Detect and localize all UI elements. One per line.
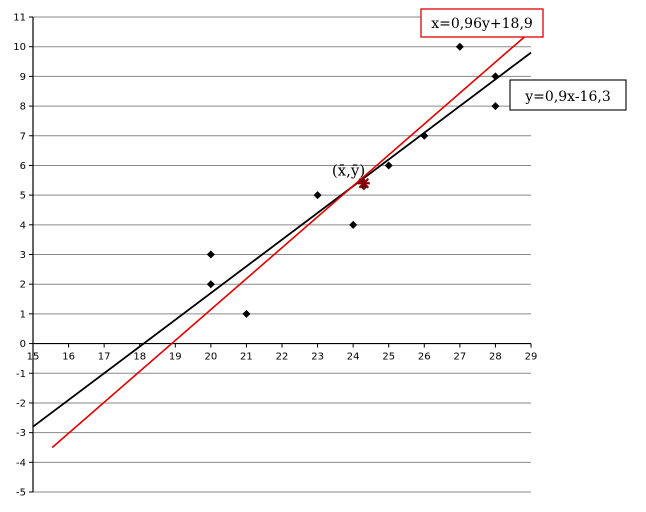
y-tick-label: -5 [16,488,26,499]
y-tick-label: 1 [20,309,26,320]
x-tick-label: 26 [418,352,431,363]
x-tick-label: 16 [62,352,75,363]
y-tick-label: 9 [20,72,26,83]
y-tick-label: -4 [16,458,26,469]
x-tick-label: 23 [311,352,324,363]
equation-box-red: x=0,96y+18,9 [420,8,544,38]
x-tick-label: 27 [453,352,466,363]
data-point [491,72,500,81]
x-tick-label: 22 [276,352,289,363]
y-tick-label: 7 [20,131,26,142]
y-tick-label: 2 [20,280,26,291]
y-tick-label: 4 [20,220,26,231]
x-tick-label: 21 [240,352,253,363]
y-tick-label: -3 [16,428,26,439]
data-point [349,220,358,229]
x-tick-label: 15 [27,352,40,363]
x-tick-label: 17 [98,352,111,363]
x-tick-label: 25 [382,352,395,363]
data-points [206,42,500,318]
y-tick-label: 5 [20,191,26,202]
regression-lines [32,31,532,449]
y-tick-label: 0 [20,339,26,350]
x-tick-label: 20 [204,352,217,363]
x-tick-label: 18 [133,352,146,363]
data-point [384,161,393,170]
regression-line-x-on-y [51,31,531,449]
mean-point-marker [357,177,370,190]
data-point [491,102,500,111]
y-tick-label: 3 [20,250,26,261]
x-tick-label: 29 [525,352,538,363]
data-point [313,191,322,200]
y-tick-label: 8 [20,102,26,113]
regression-line-y-on-x [32,51,532,428]
grid [33,16,531,493]
y-tick-label: -1 [16,369,26,380]
equation-label-red: x=0,96y+18,9 [431,16,533,32]
x-tick-label: 24 [347,352,360,363]
mean-point: (x̄,ȳ) [332,161,370,190]
y-tick-label: 11 [13,13,26,24]
x-tick-label: 28 [489,352,502,363]
data-point [455,42,464,51]
y-tick-label: 6 [20,161,26,172]
equation-box-black: y=0,9x-16,3 [509,79,627,111]
x-tick-label: 19 [169,352,182,363]
equation-label-black: y=0,9x-16,3 [524,89,610,105]
data-point [242,309,251,318]
y-tick-label: -2 [16,398,26,409]
equation-labels: x=0,96y+18,9 y=0,9x-16,3 [420,8,627,111]
mean-point-label: (x̄,ȳ) [332,161,365,179]
data-point [206,280,215,289]
data-point [420,131,429,140]
y-tick-label: 10 [13,42,26,53]
data-point [206,250,215,259]
